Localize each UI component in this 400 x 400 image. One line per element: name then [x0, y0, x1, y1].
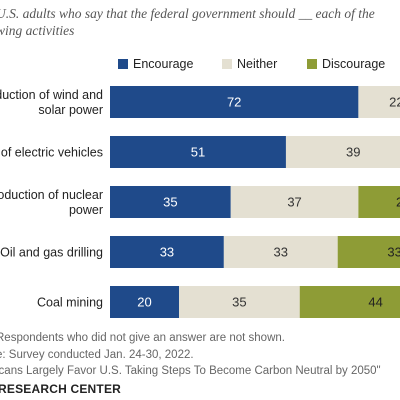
data-label: 33: [387, 245, 400, 260]
bar-segment-neither: [358, 86, 400, 118]
data-label: 26: [396, 195, 400, 210]
category-label: Oil and gas drilling: [0, 246, 103, 260]
data-label: 22: [389, 95, 400, 110]
category-label: power: [69, 203, 103, 217]
footer-source: e: Survey conducted Jan. 24-30, 2022.: [0, 349, 194, 361]
bar-segment-discourage: [337, 236, 400, 268]
category-label: roduction of nuclear: [0, 188, 103, 202]
data-label: 51: [191, 145, 205, 160]
bar-segment-encourage: [110, 286, 179, 318]
legend-swatch-discourage: [307, 59, 317, 69]
data-label: 39: [346, 145, 360, 160]
legend-swatch-neither: [222, 59, 232, 69]
data-label: 35: [163, 195, 177, 210]
bar-segment-neither: [230, 186, 359, 218]
bar-segment-neither: [223, 236, 338, 268]
title-line-2: wing activities: [0, 23, 75, 38]
data-label: 33: [274, 245, 288, 260]
legend-label-discourage: Discourage: [322, 57, 386, 71]
bar-segment-neither: [285, 136, 400, 168]
legend-item-discourage: Discourage: [307, 57, 385, 71]
title-line-1: U.S. adults who say that the federal gov…: [0, 6, 375, 21]
bar-segment-discourage: [358, 186, 400, 218]
legend-item-neither: Neither: [222, 57, 277, 71]
category-label: Coal mining: [37, 296, 103, 310]
legend-label-neither: Neither: [237, 57, 278, 71]
data-label: 72: [227, 95, 241, 110]
chart-legend: Encourage Neither Discourage: [0, 57, 400, 73]
legend-swatch-encourage: [118, 59, 128, 69]
legend-item-encourage: Encourage: [118, 57, 193, 71]
footer-report: icans Largely Favor U.S. Taking Steps To…: [0, 365, 381, 377]
data-label: 20: [137, 295, 151, 310]
category-label: solar power: [38, 103, 103, 117]
bar-segment-neither: [179, 286, 300, 318]
data-label: 35: [232, 295, 246, 310]
data-label: 33: [160, 245, 174, 260]
legend-label-encourage: Encourage: [133, 57, 194, 71]
category-label: duction of wind and: [0, 88, 103, 102]
footer-note: Respondents who did not give an answer a…: [0, 332, 285, 344]
data-label: 44: [368, 295, 382, 310]
category-label: of electric vehicles: [1, 146, 103, 160]
bar-segment-encourage: [110, 186, 231, 218]
footer-brand: RESEARCH CENTER: [0, 382, 122, 396]
bar-segment-discourage: [299, 286, 400, 318]
bar-segment-encourage: [110, 86, 359, 118]
data-label: 37: [287, 195, 301, 210]
bar-segment-encourage: [110, 136, 286, 168]
bar-segment-encourage: [110, 236, 224, 268]
